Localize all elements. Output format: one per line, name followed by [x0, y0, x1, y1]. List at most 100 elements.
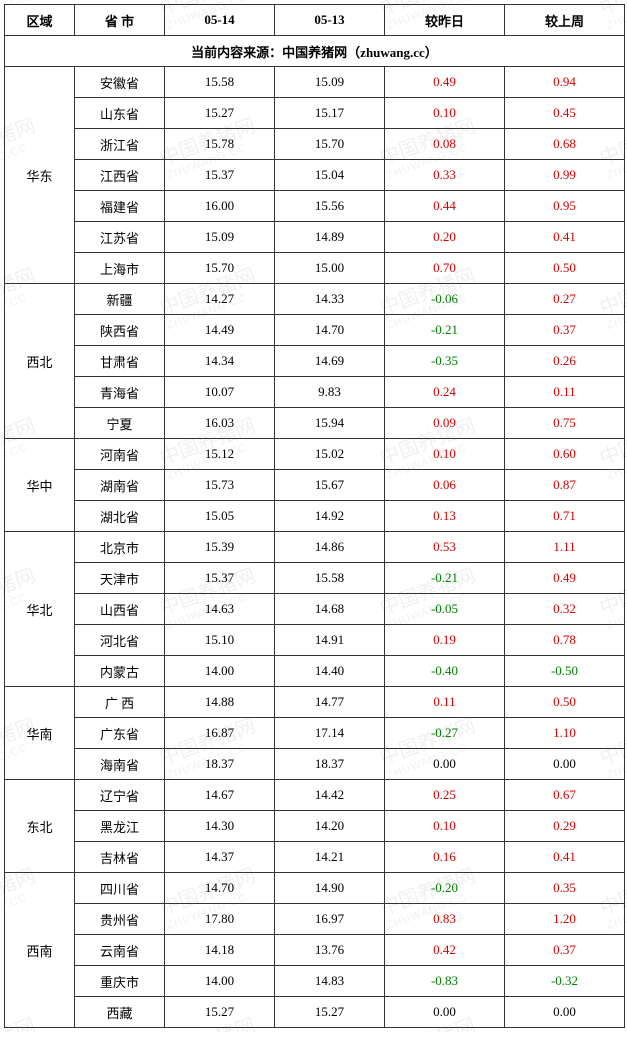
- delta-yesterday: 0.09: [385, 408, 505, 439]
- region-cell: 西北: [5, 284, 75, 439]
- delta-lastweek: 0.26: [505, 346, 625, 377]
- value-d2: 15.94: [275, 408, 385, 439]
- delta-lastweek: -0.50: [505, 656, 625, 687]
- table-row: 青海省10.079.830.240.11: [5, 377, 625, 408]
- table-row: 江西省15.3715.040.330.99: [5, 160, 625, 191]
- delta-yesterday: -0.20: [385, 873, 505, 904]
- table-row: 海南省18.3718.370.000.00: [5, 749, 625, 780]
- region-cell: 华中: [5, 439, 75, 532]
- province-cell: 浙江省: [75, 129, 165, 160]
- table-row: 宁夏16.0315.940.090.75: [5, 408, 625, 439]
- value-d1: 17.80: [165, 904, 275, 935]
- value-d2: 15.27: [275, 997, 385, 1028]
- table-row: 东北辽宁省14.6714.420.250.67: [5, 780, 625, 811]
- table-row: 重庆市14.0014.83-0.83-0.32: [5, 966, 625, 997]
- value-d1: 15.10: [165, 625, 275, 656]
- province-cell: 内蒙古: [75, 656, 165, 687]
- delta-yesterday: 0.11: [385, 687, 505, 718]
- table-row: 黑龙江14.3014.200.100.29: [5, 811, 625, 842]
- table-header-row: 区域 省 市 05-14 05-13 较昨日 较上周: [5, 5, 625, 36]
- value-d1: 14.00: [165, 966, 275, 997]
- province-cell: 山东省: [75, 98, 165, 129]
- value-d1: 14.63: [165, 594, 275, 625]
- province-cell: 河北省: [75, 625, 165, 656]
- value-d2: 14.40: [275, 656, 385, 687]
- value-d1: 14.70: [165, 873, 275, 904]
- value-d1: 15.58: [165, 67, 275, 98]
- delta-lastweek: 0.41: [505, 842, 625, 873]
- province-cell: 江苏省: [75, 222, 165, 253]
- delta-lastweek: 0.35: [505, 873, 625, 904]
- delta-yesterday: 0.06: [385, 470, 505, 501]
- region-cell: 华北: [5, 532, 75, 687]
- province-cell: 海南省: [75, 749, 165, 780]
- delta-lastweek: 0.95: [505, 191, 625, 222]
- delta-yesterday: 0.20: [385, 222, 505, 253]
- value-d1: 15.27: [165, 98, 275, 129]
- delta-yesterday: -0.83: [385, 966, 505, 997]
- value-d1: 14.88: [165, 687, 275, 718]
- delta-yesterday: 0.70: [385, 253, 505, 284]
- delta-yesterday: 0.19: [385, 625, 505, 656]
- province-cell: 西藏: [75, 997, 165, 1028]
- delta-lastweek: 0.94: [505, 67, 625, 98]
- value-d2: 16.97: [275, 904, 385, 935]
- table-row: 西南四川省14.7014.90-0.200.35: [5, 873, 625, 904]
- delta-yesterday: 0.49: [385, 67, 505, 98]
- region-cell: 东北: [5, 780, 75, 873]
- delta-lastweek: -0.32: [505, 966, 625, 997]
- table-row: 西北新疆14.2714.33-0.060.27: [5, 284, 625, 315]
- delta-yesterday: -0.21: [385, 315, 505, 346]
- table-row: 广东省16.8717.14-0.271.10: [5, 718, 625, 749]
- table-row: 江苏省15.0914.890.200.41: [5, 222, 625, 253]
- table-row: 华中河南省15.1215.020.100.60: [5, 439, 625, 470]
- table-row: 华东安徽省15.5815.090.490.94: [5, 67, 625, 98]
- value-d2: 14.77: [275, 687, 385, 718]
- table-row: 湖北省15.0514.920.130.71: [5, 501, 625, 532]
- province-cell: 新疆: [75, 284, 165, 315]
- value-d1: 14.00: [165, 656, 275, 687]
- table-row: 河北省15.1014.910.190.78: [5, 625, 625, 656]
- value-d1: 14.18: [165, 935, 275, 966]
- province-cell: 吉林省: [75, 842, 165, 873]
- value-d2: 14.86: [275, 532, 385, 563]
- value-d2: 15.04: [275, 160, 385, 191]
- province-cell: 宁夏: [75, 408, 165, 439]
- value-d1: 16.87: [165, 718, 275, 749]
- source-row: 当前内容来源：中国养猪网（zhuwang.cc）: [5, 36, 625, 67]
- value-d2: 14.42: [275, 780, 385, 811]
- delta-yesterday: 0.00: [385, 997, 505, 1028]
- table-row: 吉林省14.3714.210.160.41: [5, 842, 625, 873]
- delta-yesterday: -0.27: [385, 718, 505, 749]
- value-d2: 18.37: [275, 749, 385, 780]
- table-row: 华南广 西14.8814.770.110.50: [5, 687, 625, 718]
- price-table: 区域 省 市 05-14 05-13 较昨日 较上周 当前内容来源：中国养猪网（…: [4, 4, 625, 1028]
- delta-yesterday: 0.33: [385, 160, 505, 191]
- value-d2: 15.17: [275, 98, 385, 129]
- delta-lastweek: 0.60: [505, 439, 625, 470]
- table-row: 湖南省15.7315.670.060.87: [5, 470, 625, 501]
- delta-lastweek: 0.00: [505, 749, 625, 780]
- value-d2: 14.70: [275, 315, 385, 346]
- province-cell: 重庆市: [75, 966, 165, 997]
- col-region: 区域: [5, 5, 75, 36]
- delta-lastweek: 0.37: [505, 935, 625, 966]
- delta-lastweek: 0.75: [505, 408, 625, 439]
- delta-lastweek: 0.45: [505, 98, 625, 129]
- region-cell: 华东: [5, 67, 75, 284]
- province-cell: 辽宁省: [75, 780, 165, 811]
- delta-yesterday: 0.83: [385, 904, 505, 935]
- delta-lastweek: 0.71: [505, 501, 625, 532]
- col-province: 省 市: [75, 5, 165, 36]
- value-d1: 10.07: [165, 377, 275, 408]
- delta-lastweek: 1.11: [505, 532, 625, 563]
- table-row: 浙江省15.7815.700.080.68: [5, 129, 625, 160]
- delta-yesterday: 0.24: [385, 377, 505, 408]
- value-d1: 15.70: [165, 253, 275, 284]
- province-cell: 四川省: [75, 873, 165, 904]
- value-d1: 15.73: [165, 470, 275, 501]
- value-d2: 15.56: [275, 191, 385, 222]
- province-cell: 云南省: [75, 935, 165, 966]
- province-cell: 安徽省: [75, 67, 165, 98]
- delta-lastweek: 0.67: [505, 780, 625, 811]
